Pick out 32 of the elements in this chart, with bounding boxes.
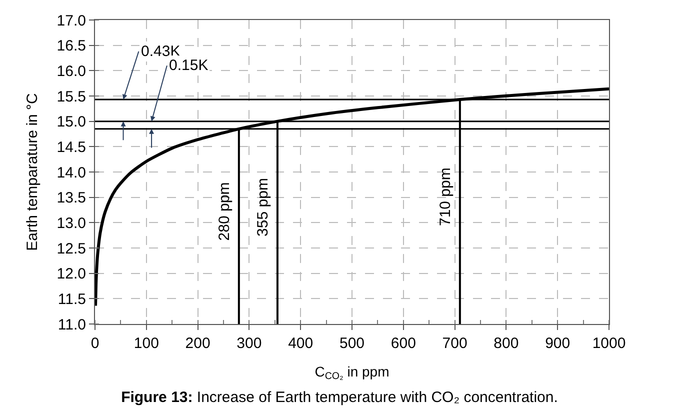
x-tick-label: 500: [339, 335, 365, 352]
y-axis-title: Earth temparature in °C: [24, 92, 42, 251]
y-tick-label: 11.5: [58, 290, 86, 308]
x-tick-label: 400: [288, 335, 314, 352]
y-tick-label: 14.5: [56, 138, 86, 156]
y-tick-label: 16.5: [56, 38, 86, 55]
y-tick-label: 11.0: [58, 316, 86, 334]
y-tick-label: 15.0: [56, 114, 86, 131]
y-tick-label: 13.5: [56, 190, 86, 207]
y-tick-label: 17.0: [56, 12, 86, 30]
y-tick-label: 13.0: [56, 214, 86, 232]
y-tick-label: 15.5: [56, 88, 86, 106]
y-tick-label: 12.0: [56, 266, 86, 283]
ref-line-label: 280 ppm: [216, 182, 234, 241]
ref-line-label: 710 ppm: [436, 168, 454, 226]
x-tick-label: 200: [185, 335, 210, 352]
y-tick-label: 16.0: [56, 62, 86, 80]
x-tick-label: 900: [545, 335, 570, 352]
ref-line-label: 355 ppm: [254, 178, 272, 236]
x-tick-label: 1000: [592, 335, 626, 352]
annotation: 0.15K: [169, 57, 208, 74]
y-tick-label: 12.5: [56, 240, 86, 258]
x-tick-label: 0: [90, 335, 100, 352]
x-tick-label: 800: [494, 335, 519, 352]
x-tick-label: 700: [442, 335, 468, 352]
x-tick-label: 100: [134, 335, 159, 352]
annotation: 0.43K: [141, 43, 180, 60]
x-tick-label: 600: [390, 335, 416, 352]
y-tick-label: 14.0: [56, 164, 86, 182]
text: Figure 13: Increase of Earth temperature with CO₂ concentration.: [121, 389, 558, 406]
x-axis-title: C$_{CO₂}$ in ppm: [314, 363, 390, 382]
x-tick-label: 300: [236, 335, 262, 352]
